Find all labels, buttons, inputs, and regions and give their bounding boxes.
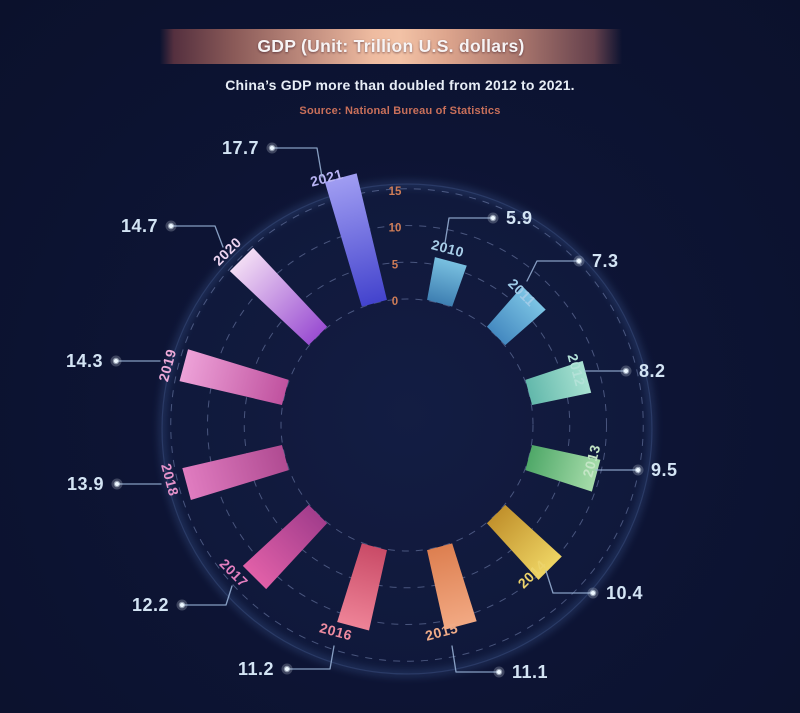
bar-2019 xyxy=(179,349,289,405)
grid-ring-5 xyxy=(243,261,571,589)
leader-dot-2018 xyxy=(111,478,123,490)
leader-2015 xyxy=(451,645,500,673)
value-label-2017: 12.2 xyxy=(132,595,169,615)
leader-dot-2011 xyxy=(573,255,585,267)
value-label-2018: 13.9 xyxy=(67,474,104,494)
grid-ring-15 xyxy=(170,188,644,662)
leader-dot-2017 xyxy=(176,599,188,611)
bar-2020 xyxy=(229,247,328,346)
leader-2021 xyxy=(271,147,323,178)
bar-2016 xyxy=(337,543,387,631)
leader-dot-2019 xyxy=(110,355,122,367)
bar-2018 xyxy=(182,445,289,500)
radial-tick-5: 5 xyxy=(392,259,399,271)
leader-dot-2016 xyxy=(281,663,293,675)
value-label-2011: 7.3 xyxy=(592,251,619,271)
grid-ring-0 xyxy=(280,298,534,552)
leader-2010 xyxy=(444,217,494,244)
leader-dot-2021 xyxy=(266,142,278,154)
bar-2014 xyxy=(486,504,562,580)
radial-tick-15: 15 xyxy=(389,186,402,198)
disc-rim-glow xyxy=(159,181,655,677)
value-label-2010: 5.9 xyxy=(506,208,533,228)
leader-2020 xyxy=(170,225,224,248)
chart-subtitle: China’s GDP more than doubled from 2012 … xyxy=(225,77,575,93)
leader-2011 xyxy=(526,260,580,282)
value-label-2021: 17.7 xyxy=(222,138,259,158)
bar-2013 xyxy=(525,445,601,492)
bar-2015 xyxy=(427,543,477,630)
bar-2021 xyxy=(324,173,387,307)
title-banner: GDP (Unit: Trillion U.S. dollars) xyxy=(160,29,622,64)
bar-2012 xyxy=(525,360,592,405)
leader-dot-2010 xyxy=(487,212,499,224)
leader-dot-2012 xyxy=(620,365,632,377)
value-label-2020: 14.7 xyxy=(121,216,158,236)
disc-rim xyxy=(161,183,653,675)
radial-tick-10: 10 xyxy=(389,223,402,235)
value-label-2019: 14.3 xyxy=(66,351,103,371)
leader-2017 xyxy=(181,585,233,606)
grid-ring-10 xyxy=(207,225,607,625)
leader-dot-2015 xyxy=(493,666,505,678)
bar-2010 xyxy=(427,257,467,307)
leader-dot-2020 xyxy=(165,220,177,232)
value-label-2014: 10.4 xyxy=(606,583,643,603)
bar-2011 xyxy=(486,286,546,346)
value-label-2013: 9.5 xyxy=(651,460,678,480)
source-note: Source: National Bureau of Statistics xyxy=(299,105,501,117)
value-label-2016: 11.2 xyxy=(238,659,274,679)
leader-2014 xyxy=(545,570,594,594)
leader-dot-2013 xyxy=(632,464,644,476)
chart-title: GDP (Unit: Trillion U.S. dollars) xyxy=(257,36,525,56)
leader-dot-2014 xyxy=(587,587,599,599)
leader-2016 xyxy=(286,645,335,670)
value-label-2012: 8.2 xyxy=(639,361,666,381)
value-label-2015: 11.1 xyxy=(512,662,548,682)
bar-2017 xyxy=(242,504,328,590)
radial-tick-0: 0 xyxy=(392,296,398,308)
